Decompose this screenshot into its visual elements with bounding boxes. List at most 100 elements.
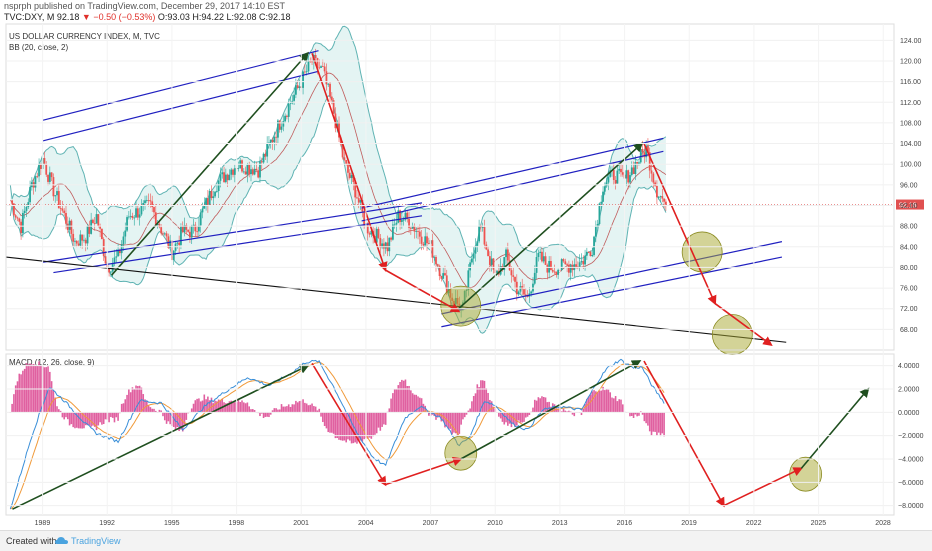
candle-body [50, 172, 53, 178]
candle-body [422, 243, 425, 246]
candle-body [375, 228, 378, 243]
macd-histogram-bar [620, 399, 622, 413]
macd-histogram-bar [621, 404, 624, 413]
candle-body [83, 239, 85, 241]
macd-histogram-bar [268, 412, 270, 418]
candle-body [21, 212, 24, 234]
macd-histogram-bar [90, 412, 92, 427]
candle-body [638, 162, 640, 164]
macd-histogram-bar [648, 412, 651, 432]
candle-body [584, 255, 586, 265]
chart-canvas[interactable]: 92.18 68.00 72.00 76.00 80.00 84.00 88.00 92.0… [0, 0, 932, 530]
macd-histogram-bar [643, 412, 646, 422]
macd-histogram-bar [201, 400, 204, 413]
candle-body [483, 227, 486, 245]
candle-body [257, 170, 260, 178]
candle-body [445, 275, 448, 294]
candle-body [431, 240, 434, 258]
macd-histogram-bar [607, 389, 610, 413]
candle-body [158, 223, 161, 228]
macd-histogram-bar [413, 394, 416, 413]
candle-body [539, 251, 542, 253]
macd-histogram-bar [27, 364, 30, 413]
candle-body [404, 212, 407, 220]
macd-histogram-bar [352, 412, 355, 444]
candle-body [636, 162, 639, 164]
price-tick-label: 84.00 [900, 244, 918, 251]
channel-line [53, 215, 423, 274]
candle-body [594, 226, 597, 237]
macd-histogram-bar [278, 409, 281, 413]
candle-body [154, 212, 157, 225]
candle-body [359, 199, 362, 203]
macd-histogram-bar [332, 412, 335, 434]
candle-body [260, 161, 263, 163]
macd-histogram-bar [339, 412, 342, 441]
candle-body [391, 224, 394, 240]
candle-body [109, 271, 112, 273]
candle-body [181, 226, 184, 233]
macd-histogram-bar [614, 396, 617, 413]
macd-histogram-bar [153, 408, 155, 413]
macd-histogram-bar [45, 367, 48, 413]
macd-histogram-bar [458, 412, 461, 434]
candle-body [75, 240, 78, 244]
candle-body [566, 264, 569, 266]
macd-histogram-bar [309, 404, 312, 413]
macd-histogram-bar [469, 408, 471, 413]
candle-body [587, 251, 590, 253]
candle-body [176, 242, 179, 244]
candle-body [144, 200, 146, 204]
macd-histogram-bar [18, 373, 21, 413]
candle-body [219, 174, 222, 181]
time-tick-label: 2016 [617, 520, 633, 527]
candle-body [433, 256, 436, 258]
candle-body [366, 223, 369, 234]
tradingview-brand[interactable]: TradingView [71, 536, 121, 546]
macd-histogram-bar [533, 399, 536, 413]
macd-histogram-bar [232, 402, 234, 413]
macd-histogram-bar [185, 412, 188, 420]
macd-histogram-bar [331, 412, 333, 433]
candle-body [20, 221, 22, 234]
candle-body [505, 249, 507, 258]
macd-histogram-bar [38, 361, 40, 413]
macd-histogram-bar [654, 412, 656, 432]
macd-histogram-bar [120, 403, 123, 413]
candle-body [124, 230, 127, 237]
macd-histogram-bar [223, 402, 225, 413]
macd-histogram-bar [521, 412, 524, 423]
candle-body [48, 172, 51, 182]
candle-body [508, 260, 511, 271]
candle-body [316, 58, 319, 68]
candle-body [476, 241, 479, 246]
macd-histogram-bar [463, 412, 466, 418]
candle-body [248, 164, 251, 175]
candle-body [269, 139, 272, 143]
price-tick-label: 92.00 [900, 203, 918, 210]
macd-histogram-bar [401, 379, 403, 413]
macd-histogram-bar [298, 401, 301, 413]
macd-histogram-bar [589, 394, 592, 413]
candle-body [325, 71, 328, 85]
candle-body [575, 264, 577, 267]
candle-body [314, 54, 317, 59]
macd-histogram-bar [320, 412, 322, 417]
symbol-line: TVC:DXY, M 92.18 ▼ −0.50 (−0.53%) O:93.0… [4, 12, 291, 22]
macd-histogram-bar [564, 410, 567, 413]
macd-histogram-bar [158, 409, 161, 413]
macd-histogram-bar [59, 410, 62, 413]
macd-histogram-bar [151, 408, 154, 413]
macd-histogram-bar [420, 398, 423, 413]
candle-body [580, 261, 583, 263]
macd-histogram-bar [472, 396, 475, 413]
bb-indicator-label: BB (20, close, 2) [9, 43, 69, 52]
macd-histogram-bar [262, 412, 265, 419]
candle-body [614, 180, 617, 184]
macd-histogram-bar [595, 391, 597, 413]
macd-histogram-bar [641, 412, 644, 415]
candle-body [11, 200, 14, 204]
candle-body [93, 223, 96, 224]
candle-body [223, 172, 225, 183]
macd-pane-title: MACD (12, 26, close, 9) [9, 358, 95, 367]
